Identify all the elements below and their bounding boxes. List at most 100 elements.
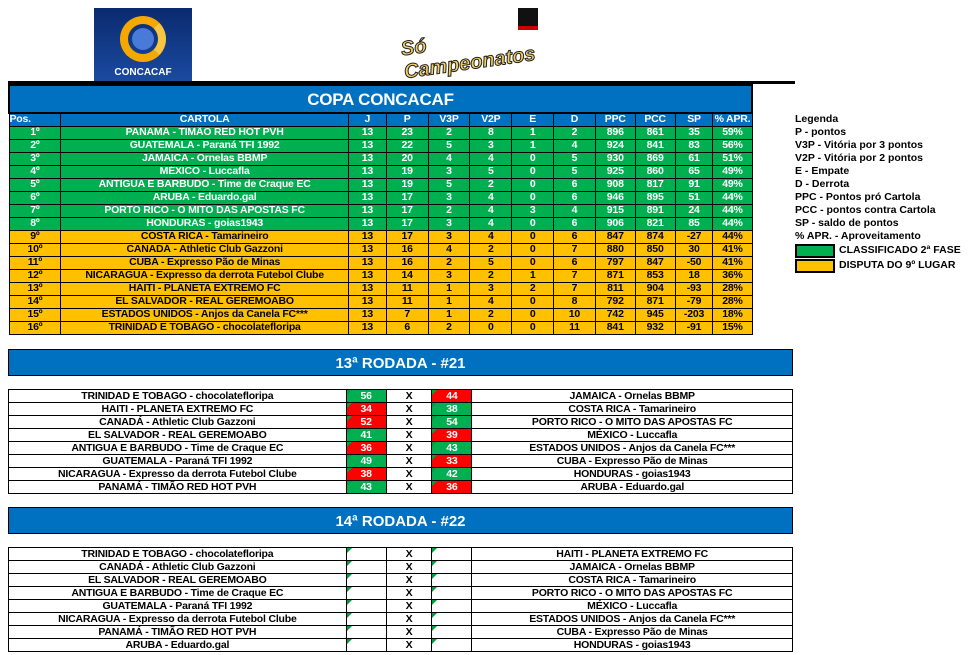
table-cell: CANADÁ - Athletic Club Gazzoni bbox=[60, 242, 349, 257]
table-cell: 19 bbox=[385, 164, 429, 179]
home-score: 38 bbox=[345, 467, 387, 481]
table-cell: 2 bbox=[511, 281, 555, 296]
table-cell: 4 bbox=[469, 216, 513, 231]
table-cell: 6 bbox=[553, 177, 596, 192]
table-cell: -203 bbox=[674, 307, 714, 322]
table-row: 7º PORTO RICO - O MITO DAS APOSTAS FC 13 17… bbox=[8, 203, 753, 218]
legend: Legenda P - pontos V3P - Vitória por 3 po… bbox=[795, 113, 961, 273]
away-score bbox=[431, 638, 473, 652]
legend-item: V3P - Vitória por 3 pontos bbox=[795, 139, 923, 151]
home-team: CANADÁ - Athletic Club Gazzoni bbox=[8, 415, 347, 429]
home-score: 56 bbox=[345, 389, 387, 403]
legend-dispute: DISPUTA DO 9º LUGAR bbox=[839, 259, 956, 271]
table-row: 14º EL SALVADOR - REAL GEREMOABO 13 11 1 4 0 8 7… bbox=[8, 294, 753, 309]
table-cell: 28% bbox=[712, 294, 753, 309]
table-cell: 4 bbox=[469, 203, 513, 218]
table-cell: 65 bbox=[674, 164, 714, 179]
table-cell: 16º bbox=[8, 320, 62, 335]
table-cell: 841 bbox=[634, 138, 676, 153]
table-row: 5º ANTIGUA E BARBUDO - Time de Craque EC 1… bbox=[8, 177, 753, 192]
vs-label: X bbox=[385, 428, 433, 442]
table-cell: 13 bbox=[347, 164, 387, 179]
home-team: TRINIDAD E TOBAGO - chocolatefloripa bbox=[8, 547, 347, 561]
table-cell: 0 bbox=[511, 242, 555, 257]
away-team: MÉXICO - Luccafla bbox=[471, 599, 793, 613]
home-score: 41 bbox=[345, 428, 387, 442]
col-header: E bbox=[511, 112, 555, 127]
table-cell: 6 bbox=[553, 216, 596, 231]
table-cell: 5 bbox=[469, 164, 513, 179]
table-cell: 13 bbox=[347, 203, 387, 218]
table-cell: 930 bbox=[594, 151, 636, 166]
home-team: TRINIDAD E TOBAGO - chocolatefloripa bbox=[8, 389, 347, 403]
vs-label: X bbox=[385, 573, 433, 587]
table-cell: 5 bbox=[427, 138, 471, 153]
home-score bbox=[345, 599, 387, 613]
col-header: Pos. bbox=[8, 112, 62, 127]
table-cell: 904 bbox=[634, 281, 676, 296]
table-cell: 945 bbox=[634, 307, 676, 322]
legend-title: Legenda bbox=[795, 113, 839, 125]
match-row: ANTIGUA E BARBUDO - Time de Craque EC 36 X… bbox=[8, 441, 793, 455]
vs-label: X bbox=[385, 467, 433, 481]
table-cell: 51% bbox=[712, 151, 753, 166]
table-cell: COSTA RICA - Tamarineiro bbox=[60, 229, 349, 244]
table-cell: 7 bbox=[553, 268, 596, 283]
table-cell: 11 bbox=[385, 294, 429, 309]
table-cell: 0 bbox=[511, 307, 555, 322]
table-cell: 28% bbox=[712, 281, 753, 296]
match-row: GUATEMALA - Paraná TFI 1992 49 X 33 CUBA - E… bbox=[8, 454, 793, 468]
table-cell: 742 bbox=[594, 307, 636, 322]
col-header: SP bbox=[674, 112, 714, 127]
table-cell: 1º bbox=[8, 125, 62, 140]
table-cell: 11 bbox=[553, 320, 596, 335]
away-team: MÉXICO - Luccafla bbox=[471, 428, 793, 442]
match-row: EL SALVADOR - REAL GEREMOABO 41 X 39 MÉXICO … bbox=[8, 428, 793, 442]
legend-item: V2P - Vitória por 2 pontos bbox=[795, 152, 923, 164]
table-cell: 18 bbox=[674, 268, 714, 283]
table-cell: CUBA - Expresso Pão de Minas bbox=[60, 255, 349, 270]
vs-label: X bbox=[385, 480, 433, 494]
table-cell: 2 bbox=[469, 177, 513, 192]
table-cell: 23 bbox=[385, 125, 429, 140]
table-cell: 11 bbox=[385, 281, 429, 296]
match-row: EL SALVADOR - REAL GEREMOABO X COSTA RICA … bbox=[8, 573, 793, 587]
table-cell: NICARAGUA - Expresso da derrota Futebol … bbox=[60, 268, 349, 283]
table-cell: 36% bbox=[712, 268, 753, 283]
away-score: 43 bbox=[431, 441, 473, 455]
table-cell: 932 bbox=[634, 320, 676, 335]
away-score bbox=[431, 586, 473, 600]
table-cell: 13 bbox=[347, 320, 387, 335]
home-team: NICARAGUA - Expresso da derrota Futebol … bbox=[8, 612, 347, 626]
table-cell: 0 bbox=[469, 320, 513, 335]
table-cell: 915 bbox=[594, 203, 636, 218]
away-score bbox=[431, 599, 473, 613]
table-cell: 2 bbox=[427, 320, 471, 335]
away-score: 38 bbox=[431, 402, 473, 416]
match-row: GUATEMALA - Paraná TFI 1992 X MÉXICO - Luc… bbox=[8, 599, 793, 613]
table-cell: EL SALVADOR - REAL GEREMOABO bbox=[60, 294, 349, 309]
vs-label: X bbox=[385, 454, 433, 468]
table-row: 13º HAITI - PLANETA EXTREMO FC 13 11 1 3 2 7 811… bbox=[8, 281, 753, 296]
away-team: HAITI - PLANETA EXTREMO FC bbox=[471, 547, 793, 561]
match-row: CANADÁ - Athletic Club Gazzoni X JAMAICA -… bbox=[8, 560, 793, 574]
table-cell: 83 bbox=[674, 138, 714, 153]
home-team: CANADÁ - Athletic Club Gazzoni bbox=[8, 560, 347, 574]
table-cell: 3 bbox=[427, 216, 471, 231]
table-row: 9º COSTA RICA - Tamarineiro 13 17 3 4 0 6 847 874… bbox=[8, 229, 753, 244]
table-row: 15º ESTADOS UNIDOS - Anjos da Canela FC**… bbox=[8, 307, 753, 322]
table-cell: 2 bbox=[553, 125, 596, 140]
table-cell: 869 bbox=[634, 151, 676, 166]
round14-matches: TRINIDAD E TOBAGO - chocolatefloripa X HAI… bbox=[8, 547, 793, 652]
table-cell: 7 bbox=[553, 281, 596, 296]
home-score bbox=[345, 586, 387, 600]
table-cell: 20 bbox=[385, 151, 429, 166]
table-cell: 17 bbox=[385, 203, 429, 218]
table-cell: 51 bbox=[674, 190, 714, 205]
table-cell: 1 bbox=[511, 138, 555, 153]
away-team: COSTA RICA - Tamarineiro bbox=[471, 402, 793, 416]
table-cell: 13 bbox=[347, 281, 387, 296]
home-team: NICARAGUA - Expresso da derrota Futebol … bbox=[8, 467, 347, 481]
standings-title: COPA CONCACAF bbox=[8, 84, 753, 114]
concacaf-logo: CONCACAF bbox=[94, 8, 192, 81]
